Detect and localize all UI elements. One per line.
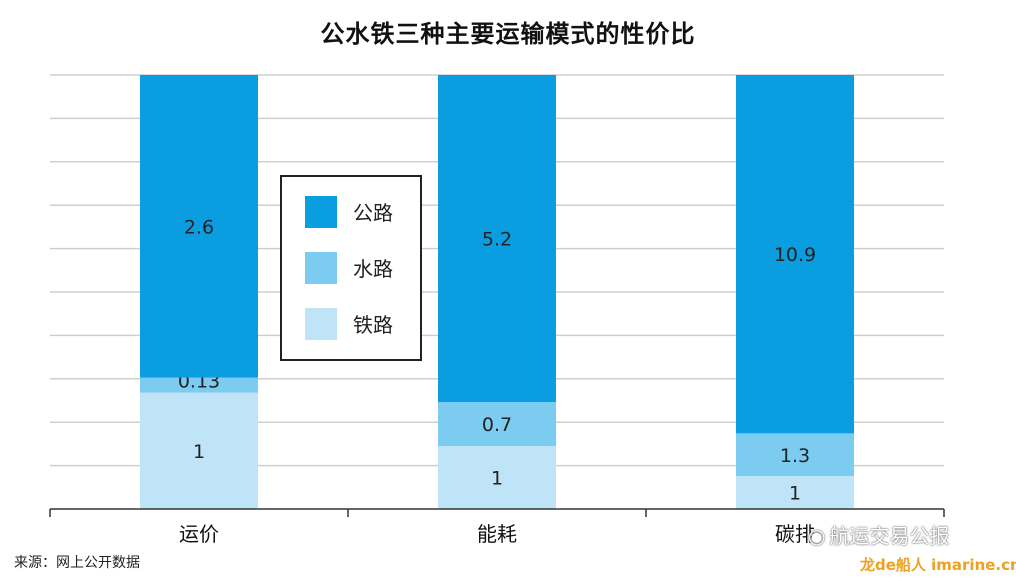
- x-tick-label: 运价: [179, 522, 219, 546]
- data-label: 1.3: [780, 445, 810, 467]
- source-note: 来源：网上公开数据: [14, 555, 140, 571]
- bar-segment-公路-运价: [140, 75, 258, 378]
- chart-title: 公水铁三种主要运输模式的性价比: [320, 20, 696, 48]
- data-label: 0.7: [482, 414, 512, 436]
- bar-segment-水路-碳排放: [736, 433, 854, 477]
- bar-segment-水路-能耗: [438, 402, 556, 447]
- data-label: 1: [193, 441, 205, 463]
- data-label: 1: [491, 468, 503, 490]
- bars: 10.132.610.75.211.310.9: [140, 75, 854, 509]
- bar-segment-公路-碳排放: [736, 75, 854, 434]
- bar-segment-铁路-能耗: [438, 446, 556, 509]
- bar-segment-公路-能耗: [438, 75, 556, 403]
- legend-box: [280, 175, 422, 361]
- legend-label: 公路: [353, 201, 393, 225]
- x-tick-label: 能耗: [477, 522, 517, 546]
- data-label: 1: [789, 483, 801, 505]
- legend-label: 水路: [353, 257, 393, 281]
- x-tick-label: 碳排: [775, 522, 815, 546]
- data-label: 5.2: [482, 229, 512, 251]
- data-label: 10.9: [774, 244, 816, 266]
- bar-segment-铁路-运价: [140, 392, 258, 509]
- bar-segment-水路-运价: [140, 377, 258, 393]
- watermark-site: 龙de船人 imarine.cn: [860, 556, 1016, 574]
- legend-swatch: [305, 252, 337, 284]
- wechat-icon: ◉: [808, 524, 826, 548]
- watermark: ◉ 航运交易公报: [808, 524, 950, 548]
- data-label: 2.6: [184, 216, 214, 238]
- x-axis: 运价 能耗 碳排: [49, 508, 945, 546]
- legend-swatch: [305, 308, 337, 340]
- legend-swatch: [305, 196, 337, 228]
- bar-segment-铁路-碳排放: [736, 476, 854, 509]
- legend-label: 铁路: [353, 313, 393, 337]
